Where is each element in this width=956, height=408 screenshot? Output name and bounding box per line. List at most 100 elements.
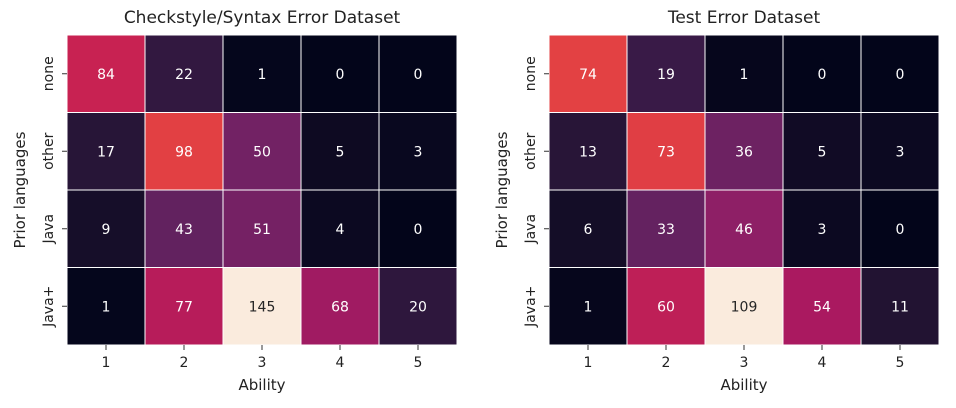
- cell-value-label: 36: [735, 144, 753, 160]
- left-chart-x-ticks: 1 2 3 4 5: [102, 345, 423, 371]
- heatmap-cell: [222, 189, 302, 268]
- y-tick-label: other: [41, 132, 57, 170]
- cell-value-label: 1: [258, 67, 267, 83]
- heatmap-cell: [704, 34, 784, 113]
- cell-value-label: 46: [735, 222, 753, 238]
- heatmap-cell: [860, 34, 940, 113]
- heatmap-cell: [222, 34, 302, 113]
- cell-value-label: 0: [414, 67, 423, 83]
- heatmap-cell: [300, 34, 380, 113]
- cell-value-label: 77: [175, 299, 193, 315]
- heatmap-cell: [222, 267, 302, 346]
- cell-value-label: 20: [409, 299, 427, 315]
- right-chart-y-ticks: none other Java Java+: [523, 56, 549, 328]
- right-chart-cells: 74 19 1 0 013 73 36 5 36 33 46 3 01 60 109 54 11: [548, 34, 940, 346]
- cell-value-label: 22: [175, 67, 193, 83]
- cell-value-label: 1: [740, 67, 749, 83]
- cell-value-label: 1: [102, 299, 111, 315]
- heatmap-cell: [300, 189, 380, 268]
- x-tick-label: 5: [896, 355, 905, 371]
- cell-value-label: 3: [414, 144, 423, 160]
- heatmap-cell: [144, 267, 224, 346]
- y-tick-label: Java: [523, 214, 539, 245]
- y-tick-label: other: [523, 132, 539, 170]
- cell-value-label: 0: [896, 67, 905, 83]
- cell-value-label: 5: [818, 144, 827, 160]
- cell-value-label: 109: [731, 299, 758, 315]
- heatmap-cell: [860, 189, 940, 268]
- x-tick-label: 2: [180, 355, 189, 371]
- cell-value-label: 3: [818, 222, 827, 238]
- cell-value-label: 1: [584, 299, 593, 315]
- cell-value-label: 73: [657, 144, 675, 160]
- cell-value-label: 145: [249, 299, 276, 315]
- right-chart-y-axis-label: Prior languages: [493, 131, 511, 248]
- cell-value-label: 5: [336, 144, 345, 160]
- y-tick-label: Java+: [523, 286, 539, 328]
- cell-value-label: 51: [253, 222, 271, 238]
- heatmap-cell: [704, 112, 784, 191]
- x-tick-label: 1: [584, 355, 593, 371]
- heatmap-cell: [378, 112, 458, 191]
- x-tick-label: 5: [414, 355, 423, 371]
- cell-value-label: 3: [896, 144, 905, 160]
- heatmap-cell: [300, 267, 380, 346]
- y-tick-label: Java+: [41, 286, 57, 328]
- heatmap-cell: [66, 34, 146, 113]
- x-tick-label: 1: [102, 355, 111, 371]
- x-tick-label: 3: [740, 355, 749, 371]
- y-tick-label: Java: [41, 214, 57, 245]
- heatmap-cell: [378, 34, 458, 113]
- heatmap-cell: [626, 34, 706, 113]
- cell-value-label: 60: [657, 299, 675, 315]
- heatmap-cell: [782, 34, 862, 113]
- heatmap-cell: [548, 112, 628, 191]
- cell-value-label: 0: [896, 222, 905, 238]
- cell-value-label: 33: [657, 222, 675, 238]
- cell-value-label: 9: [102, 222, 111, 238]
- heatmap-cell: [782, 189, 862, 268]
- heatmap-cell: [144, 34, 224, 113]
- heatmap-cell: [704, 267, 784, 346]
- cell-value-label: 11: [891, 299, 909, 315]
- cell-value-label: 0: [414, 222, 423, 238]
- cell-value-label: 19: [657, 67, 675, 83]
- cell-value-label: 6: [584, 222, 593, 238]
- heatmap-cell: [626, 189, 706, 268]
- cell-value-label: 68: [331, 299, 349, 315]
- heatmap-cell: [704, 189, 784, 268]
- cell-value-label: 54: [813, 299, 831, 315]
- cell-value-label: 17: [97, 144, 115, 160]
- left-chart-y-ticks: none other Java Java+: [41, 56, 67, 328]
- y-tick-label: none: [523, 56, 539, 91]
- x-tick-label: 3: [258, 355, 267, 371]
- cell-value-label: 0: [818, 67, 827, 83]
- heatmap-cell: [548, 34, 628, 113]
- x-tick-label: 2: [662, 355, 671, 371]
- heatmap-cell: [66, 112, 146, 191]
- cell-value-label: 84: [97, 67, 115, 83]
- left-chart-title: Checkstyle/Syntax Error Dataset: [124, 8, 401, 28]
- cell-value-label: 50: [253, 144, 271, 160]
- left-chart-cells: 84 22 1 0 0 17 98 50 5 3 9 43 51 4 0 1 77 145 68 20: [66, 34, 458, 346]
- cell-value-label: 13: [579, 144, 597, 160]
- heatmap-cell: [378, 267, 458, 346]
- heatmap-cell: [378, 189, 458, 268]
- heatmap-cell: [860, 112, 940, 191]
- right-chart-title: Test Error Dataset: [667, 8, 821, 28]
- y-tick-label: none: [41, 56, 57, 91]
- heatmap-cell: [222, 112, 302, 191]
- heatmap-cell: [548, 267, 628, 346]
- cell-value-label: 4: [336, 222, 345, 238]
- right-chart-x-axis-label: Ability: [720, 376, 767, 394]
- right-chart-x-ticks: 1 2 3 4 5: [584, 345, 905, 371]
- x-tick-label: 4: [336, 355, 345, 371]
- cell-value-label: 0: [336, 67, 345, 83]
- heatmap-cell: [144, 189, 224, 268]
- cell-value-label: 74: [579, 67, 597, 83]
- cell-value-label: 43: [175, 222, 193, 238]
- x-tick-label: 4: [818, 355, 827, 371]
